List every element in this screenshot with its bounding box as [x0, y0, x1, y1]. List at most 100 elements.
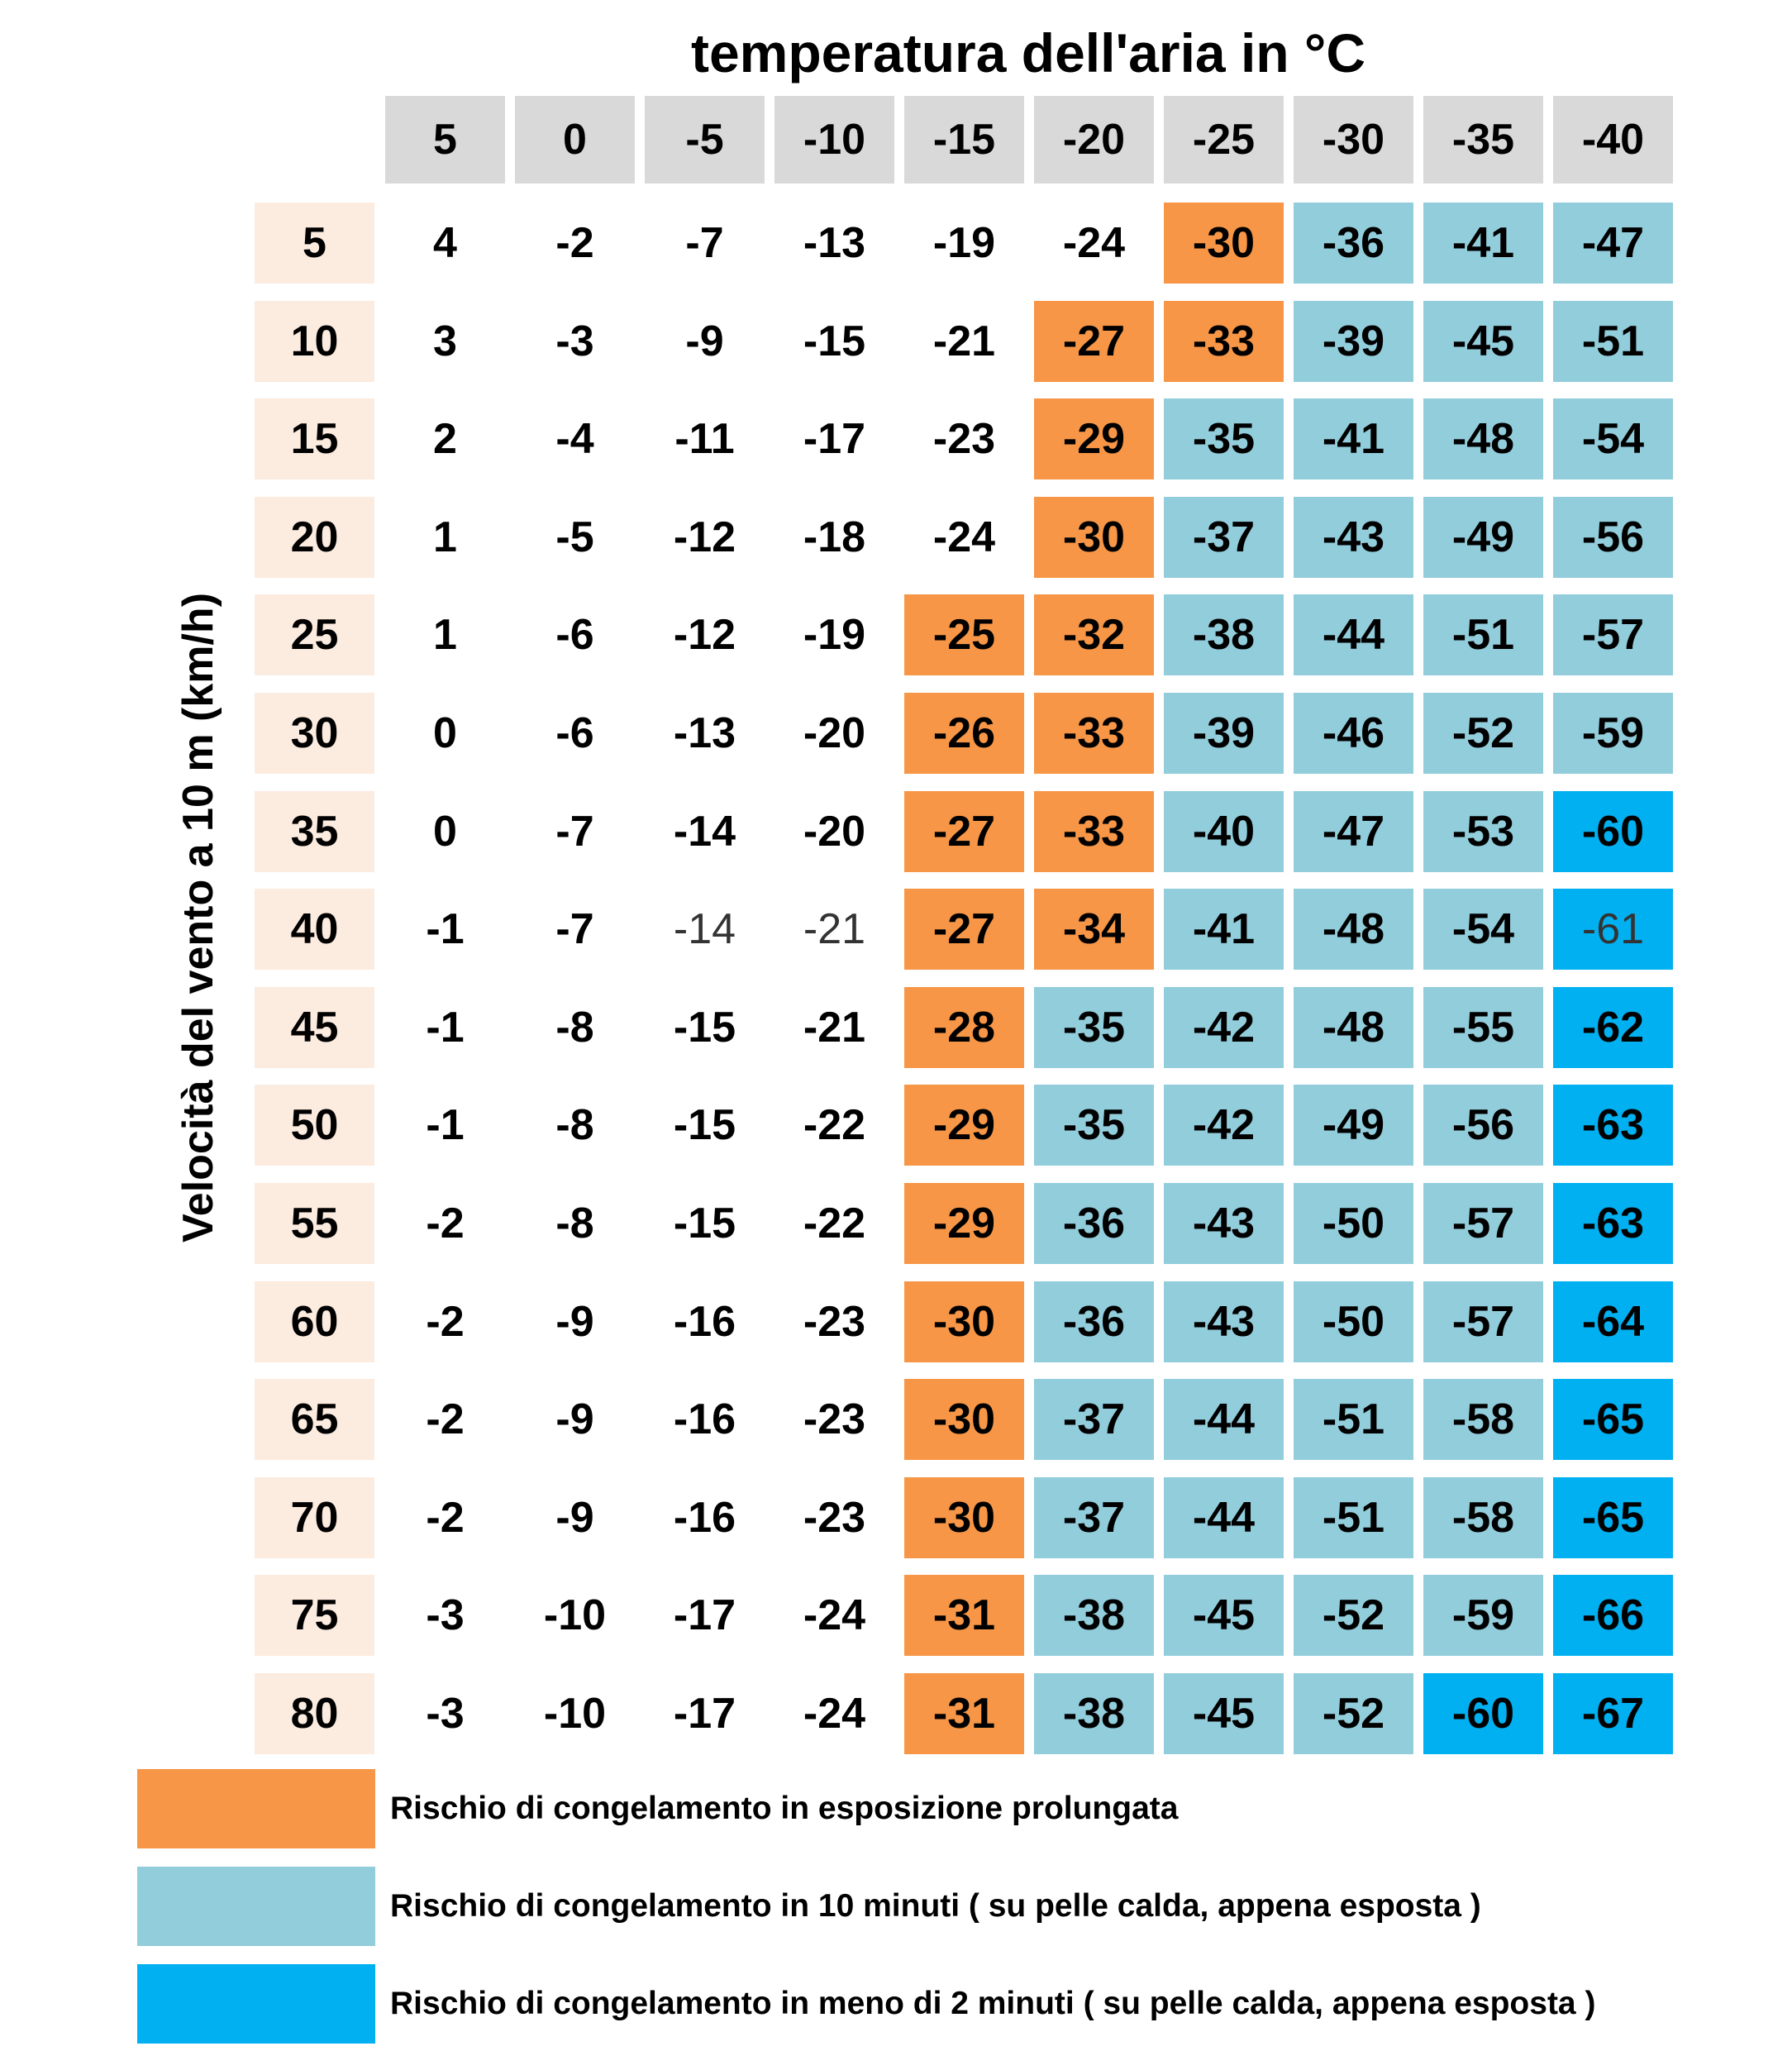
- wind-chill-cell: -30: [904, 1379, 1024, 1460]
- legend-entry: Rischio di congelamento in esposizione p…: [390, 1791, 1179, 1826]
- wind-chill-cell: -55: [1423, 987, 1543, 1068]
- wind-chill-cell: -59: [1553, 693, 1673, 774]
- legend-entry: Rischio di congelamento in 10 minuti ( s…: [390, 1888, 1481, 1924]
- wind-chill-cell: 4: [433, 219, 457, 267]
- wind-chill-cell: -1: [426, 1004, 465, 1052]
- wind-chill-cell: -51: [1553, 301, 1673, 382]
- wind-chill-cell: -42: [1164, 987, 1284, 1068]
- wind-chill-cell: -4: [555, 415, 594, 463]
- wind-chill-cell: -2: [426, 1395, 465, 1443]
- wind-speed-label: 10: [255, 301, 374, 382]
- wind-chill-cell: -46: [1294, 693, 1413, 774]
- wind-chill-cell: -43: [1164, 1183, 1284, 1264]
- wind-speed-label: 80: [255, 1673, 374, 1754]
- wind-chill-cell: 1: [433, 611, 457, 659]
- wind-chill-cell: 1: [433, 513, 457, 561]
- wind-chill-cell: -49: [1423, 497, 1543, 578]
- wind-chill-cell: -65: [1553, 1477, 1673, 1558]
- wind-chill-cell: -56: [1553, 497, 1673, 578]
- wind-chill-cell: -56: [1423, 1085, 1543, 1166]
- wind-chill-cell: -3: [555, 317, 594, 365]
- wind-chill-cell: -27: [904, 889, 1024, 970]
- wind-chill-cell: -2: [555, 219, 594, 267]
- temperature-header: -25: [1164, 96, 1284, 184]
- wind-chill-cell: -52: [1294, 1575, 1413, 1656]
- wind-chill-cell: -37: [1034, 1477, 1154, 1558]
- wind-chill-cell: -63: [1553, 1085, 1673, 1166]
- wind-chill-cell: -11: [674, 415, 735, 463]
- wind-chill-cell: -34: [1034, 889, 1154, 970]
- legend-swatch: [137, 1769, 375, 1848]
- wind-chill-cell: -53: [1423, 791, 1543, 872]
- wind-chill-cell: -8: [555, 1200, 594, 1247]
- wind-chill-cell: -15: [803, 317, 866, 365]
- wind-chill-cell: -25: [904, 594, 1024, 675]
- wind-chill-cell: -23: [803, 1395, 866, 1443]
- wind-chill-cell: -7: [555, 808, 594, 856]
- wind-chill-cell: -42: [1164, 1085, 1284, 1166]
- wind-speed-label: 5: [255, 203, 374, 284]
- wind-speed-label: 50: [255, 1085, 374, 1166]
- wind-chill-cell: -24: [803, 1591, 866, 1639]
- wind-speed-label: 70: [255, 1477, 374, 1558]
- wind-chill-cell: -65: [1553, 1379, 1673, 1460]
- wind-chill-cell: -6: [555, 709, 594, 757]
- wind-chill-cell: 0: [433, 808, 457, 856]
- wind-chill-cell: -39: [1164, 693, 1284, 774]
- wind-chill-cell: -17: [673, 1591, 736, 1639]
- wind-chill-cell: -54: [1423, 889, 1543, 970]
- wind-chill-cell: -57: [1553, 594, 1673, 675]
- wind-chill-cell: -32: [1034, 594, 1154, 675]
- wind-chill-cell: -24: [932, 513, 996, 561]
- wind-chill-cell: -15: [673, 1101, 736, 1149]
- wind-chill-cell: -35: [1034, 987, 1154, 1068]
- wind-chill-cell: -16: [673, 1395, 736, 1443]
- temperature-header: -35: [1423, 96, 1543, 184]
- wind-chill-cell: -66: [1553, 1575, 1673, 1656]
- wind-chill-cell: -54: [1553, 398, 1673, 479]
- wind-chill-cell: -44: [1294, 594, 1413, 675]
- wind-chill-cell: -17: [673, 1690, 736, 1738]
- wind-chill-cell: -20: [803, 709, 866, 757]
- wind-chill-cell: -51: [1294, 1379, 1413, 1460]
- wind-chill-cell: -27: [1034, 301, 1154, 382]
- y-axis-label: Velocità del vento a 10 m (km/h): [174, 592, 222, 1243]
- wind-speed-label: 15: [255, 398, 374, 479]
- wind-chill-cell: -16: [673, 1494, 736, 1542]
- wind-chill-cell: -51: [1423, 594, 1543, 675]
- wind-chill-cell: -23: [803, 1298, 866, 1346]
- legend-swatch: [137, 1867, 375, 1946]
- wind-chill-cell: -29: [904, 1085, 1024, 1166]
- wind-chill-cell: -60: [1423, 1673, 1543, 1754]
- wind-chill-cell: 3: [433, 317, 457, 365]
- wind-chill-cell: -1: [426, 1101, 465, 1149]
- wind-chill-cell: -48: [1294, 987, 1413, 1068]
- wind-chill-cell: -19: [803, 611, 866, 659]
- wind-chill-cell: -14: [673, 905, 736, 953]
- temperature-header: -20: [1034, 96, 1154, 184]
- temperature-header: 5: [385, 96, 505, 184]
- temperature-header: -10: [774, 96, 894, 184]
- wind-chill-cell: -21: [803, 1004, 866, 1052]
- wind-chill-cell: -39: [1294, 301, 1413, 382]
- wind-chill-cell: -51: [1294, 1477, 1413, 1558]
- wind-chill-cell: -26: [904, 693, 1024, 774]
- wind-chill-cell: -21: [932, 317, 996, 365]
- wind-chill-cell: -48: [1294, 889, 1413, 970]
- wind-chill-cell: -58: [1423, 1477, 1543, 1558]
- wind-chill-cell: -45: [1423, 301, 1543, 382]
- wind-chill-cell: -15: [673, 1004, 736, 1052]
- wind-speed-label: 45: [255, 987, 374, 1068]
- wind-speed-label: 35: [255, 791, 374, 872]
- wind-chill-cell: -22: [803, 1101, 866, 1149]
- wind-chill-cell: -10: [543, 1690, 607, 1738]
- wind-chill-cell: -50: [1294, 1281, 1413, 1362]
- wind-chill-cell: -3: [426, 1591, 465, 1639]
- wind-chill-cell: -24: [1062, 219, 1126, 267]
- temperature-header: 0: [515, 96, 635, 184]
- wind-chill-cell: -31: [904, 1673, 1024, 1754]
- wind-chill-cell: -38: [1164, 594, 1284, 675]
- wind-speed-label: 65: [255, 1379, 374, 1460]
- wind-chill-cell: -3: [426, 1690, 465, 1738]
- wind-chill-cell: -62: [1553, 987, 1673, 1068]
